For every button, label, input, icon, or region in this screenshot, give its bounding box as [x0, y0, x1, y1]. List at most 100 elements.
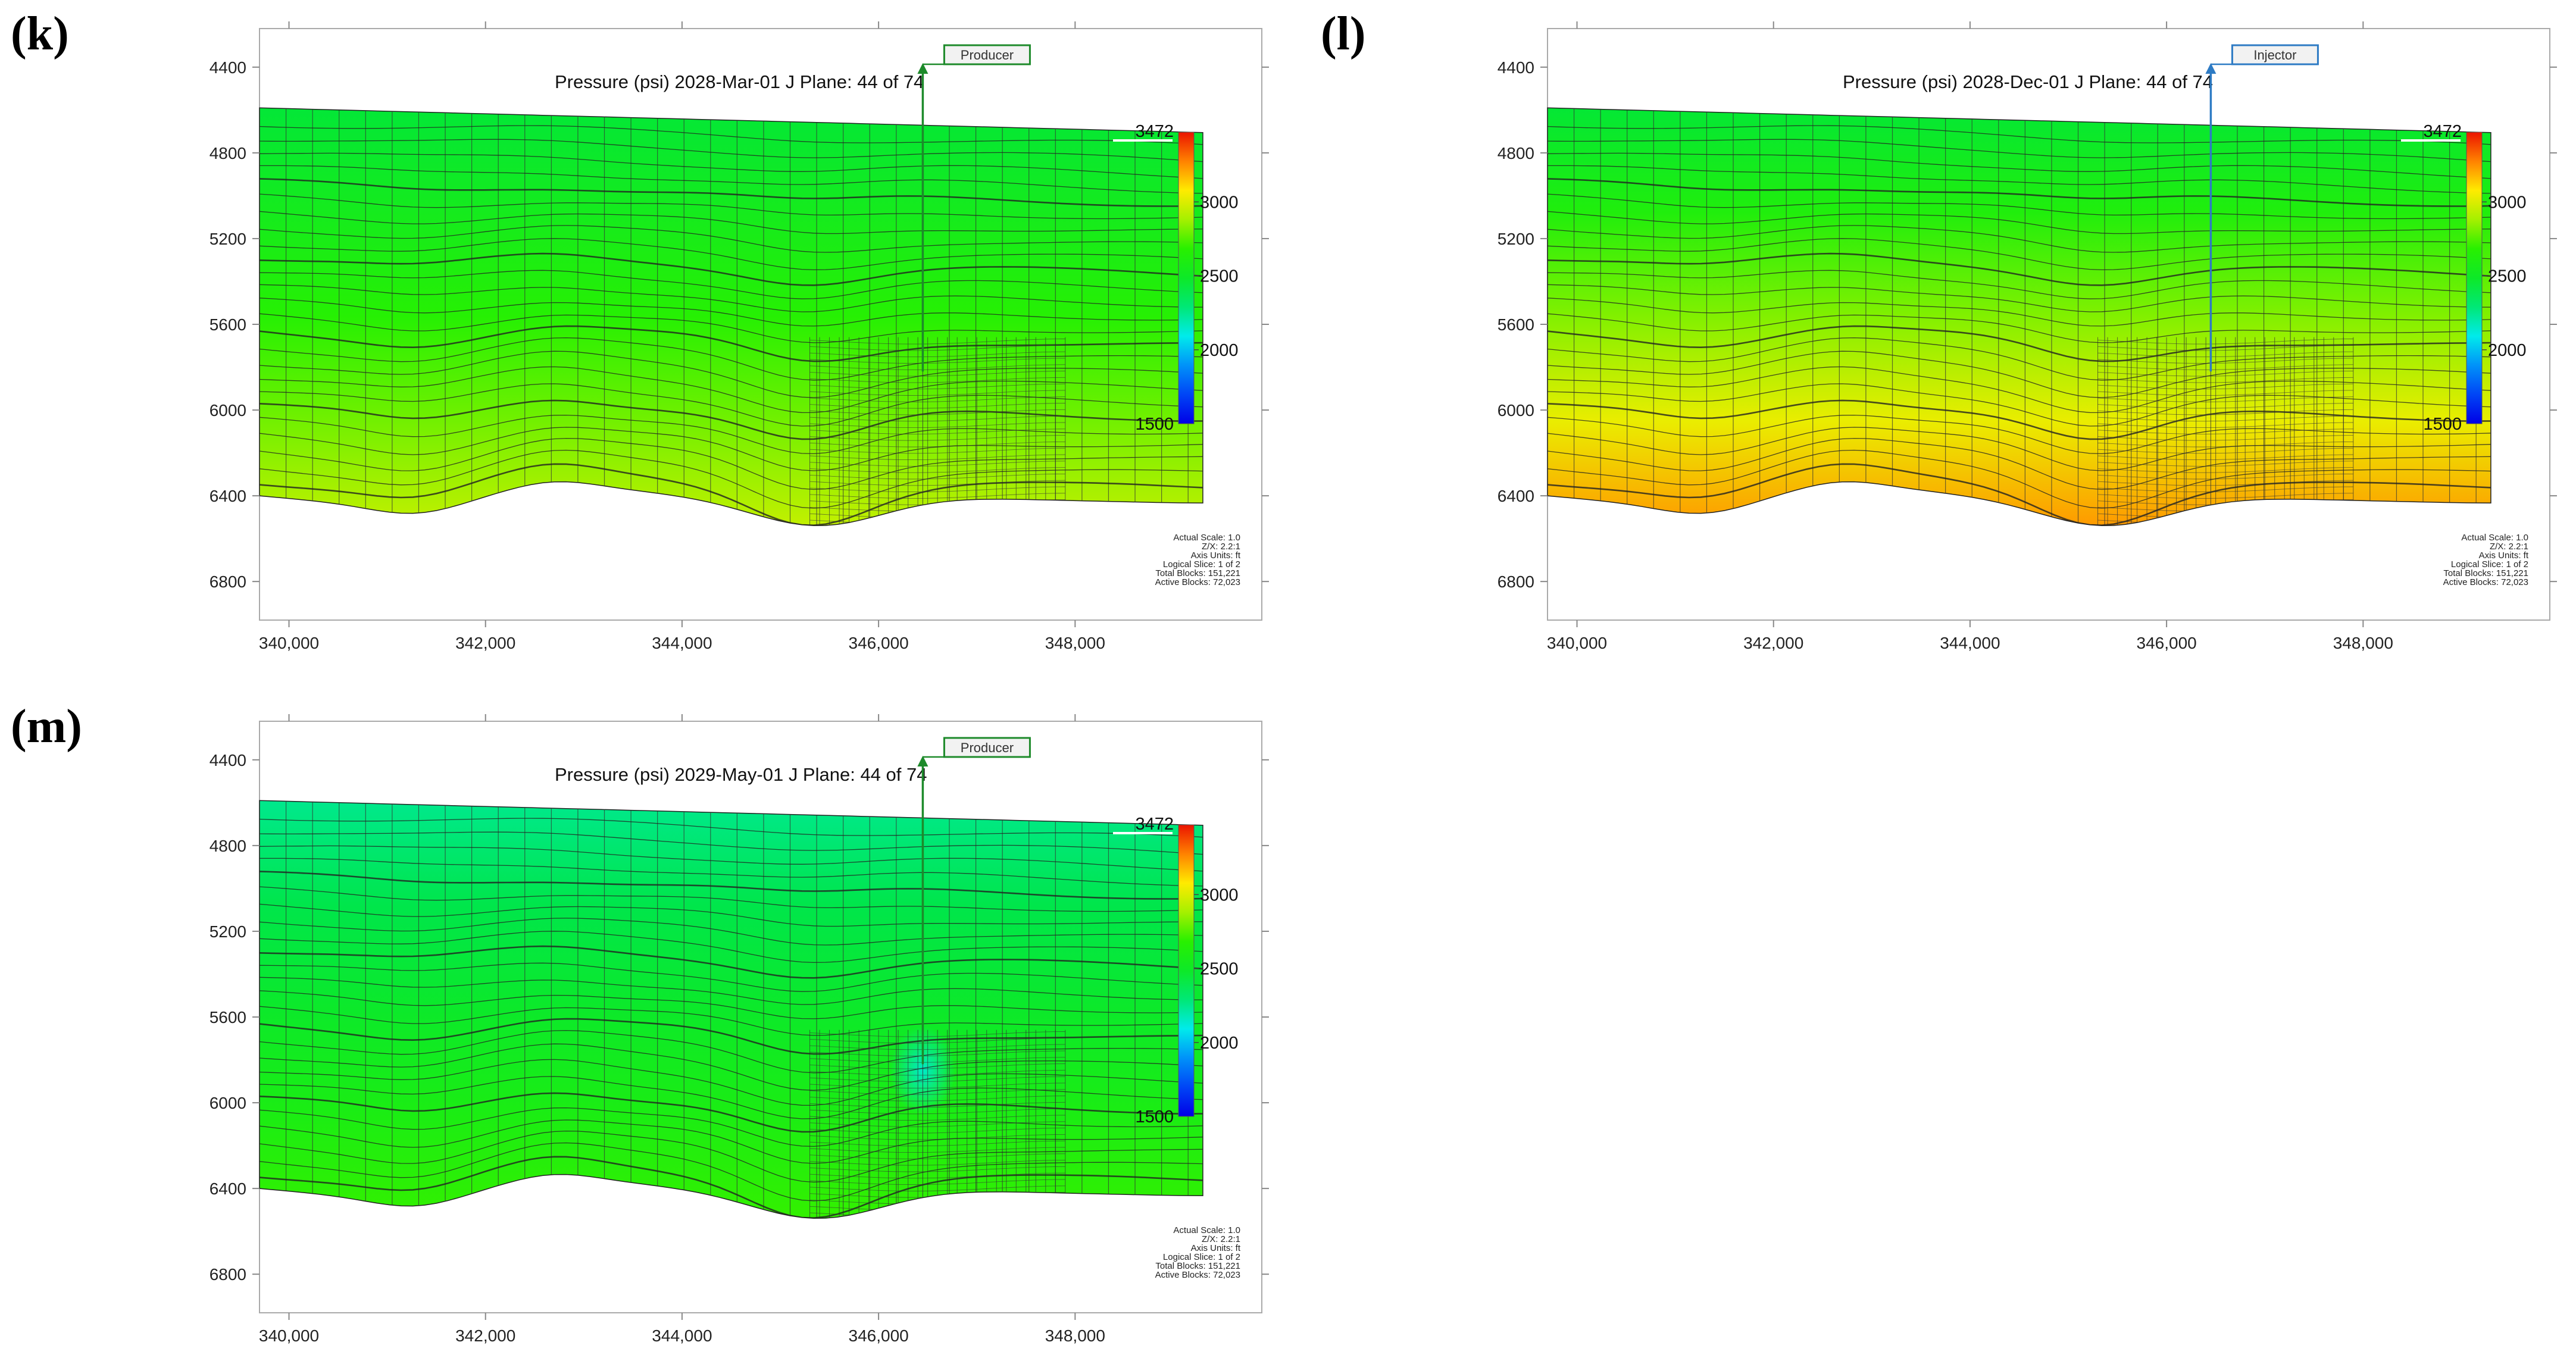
grid-fine-line: [2097, 403, 2353, 409]
well-label-box: [2231, 44, 2319, 65]
grid-layer-line: [260, 449, 1203, 509]
info-line: Axis Units: ft: [1191, 550, 1241, 561]
grid-layer-line: [260, 1018, 1203, 1055]
grid-layer-line: [260, 1076, 1203, 1119]
x-tick-label: 346,000: [849, 634, 909, 652]
grid-layer-line: [260, 399, 1203, 440]
info-line: Logical Slice: 1 of 2: [1163, 1252, 1240, 1262]
grid-fine-line: [809, 415, 1065, 422]
grid-fine-line: [809, 454, 1065, 461]
y-tick-label: 5600: [210, 1008, 246, 1027]
grid-fine-line: [809, 1082, 1065, 1089]
grid-layer-line: [260, 886, 1203, 912]
grid-fine-line: [2097, 461, 2353, 467]
grid-fine-line: [809, 1044, 1065, 1050]
grid-fine-line: [2097, 480, 2353, 486]
y-tick-label: 6400: [210, 1179, 246, 1198]
grid-fine-line: [809, 396, 1065, 402]
colorbar: [2466, 132, 2483, 424]
y-tick-label: 4800: [1498, 144, 1534, 162]
y-tick-label: 5200: [210, 230, 246, 248]
grid-layer-line: [260, 1107, 1203, 1147]
x-tick-label: 342,000: [455, 1326, 515, 1345]
grid-layer-line: [1548, 225, 2491, 253]
grid-fine-line: [809, 1185, 1065, 1191]
grid-layer-line: [260, 225, 1203, 253]
grid-fine-line: [2097, 454, 2353, 461]
colorbar-max-underline: [2401, 139, 2461, 142]
well-label: Producer: [961, 740, 1014, 755]
well-arrow-icon: [917, 63, 929, 74]
grid-layer-line: [260, 152, 1203, 179]
grid-fine-line: [2097, 486, 2353, 493]
grid-layer-line: [260, 125, 1203, 145]
grid-fine-line: [809, 435, 1065, 441]
panel-k: (k) 4400 4800 5200 5600 6000 6400 6800 340,000 3…: [0, 0, 1288, 678]
y-tick-label: 4400: [210, 58, 246, 77]
colorbar-tick-label: 3000: [2488, 193, 2527, 212]
colorbar-tick-label: 3000: [1200, 885, 1239, 905]
x-tick-label: 344,000: [652, 1326, 712, 1345]
grid-layer-line: [260, 1006, 1203, 1036]
grid-fine-line: [809, 1069, 1065, 1076]
colorbar-max-underline: [1113, 139, 1173, 142]
x-tick-label: 340,000: [1547, 634, 1607, 652]
grid-fine-line: [809, 1121, 1065, 1127]
well-label-box: [943, 737, 1031, 758]
grid-layer-line: [260, 238, 1203, 271]
grid-layer-line: [1548, 125, 2491, 145]
grid-fine-line: [809, 371, 1065, 377]
grid-layer-line: [1548, 325, 2491, 362]
grid-layer-line: [260, 1156, 1203, 1219]
grid-fine-line: [809, 448, 1065, 454]
y-tick-label: 5600: [1498, 315, 1534, 334]
colorbar-max-label: 3472: [1135, 122, 1174, 141]
grid-fine-line: [809, 1153, 1065, 1159]
info-line: Z/X: 2.2:1: [1202, 1234, 1240, 1244]
grid-layer-line: [1548, 414, 2491, 455]
x-tick-label: 344,000: [652, 634, 712, 652]
well-arrow-icon: [917, 756, 929, 766]
grid-fine-line: [809, 1050, 1065, 1056]
grid-layer-line: [1548, 270, 2491, 299]
info-line: Total Blocks: 151,221: [2443, 568, 2528, 578]
grid-fine-line: [2097, 435, 2353, 441]
grid-fine-line: [809, 1147, 1065, 1153]
grid-layer-line: [260, 252, 1203, 286]
grid-layer-line: [260, 193, 1203, 220]
grid-fine-line: [2097, 345, 2353, 351]
well-label-box: [943, 44, 1031, 65]
info-line: Axis Units: ft: [2479, 550, 2529, 561]
grid-layer-line: [260, 298, 1203, 327]
grid-fine-line: [809, 339, 1065, 345]
grid-layer-line: [1548, 313, 2491, 343]
grid-layer-line: [260, 945, 1203, 979]
well-arrow-icon: [2205, 63, 2217, 74]
grid-fine-line: [2097, 383, 2353, 390]
grid-fine-line: [2097, 473, 2353, 480]
y-tick-label: 6400: [210, 487, 246, 505]
grid-fine-line: [809, 1108, 1065, 1115]
grid-layer-line: [260, 366, 1203, 414]
grid-fine-line: [809, 1115, 1065, 1121]
info-line: Z/X: 2.2:1: [1202, 542, 1240, 552]
y-tick-label: 5600: [210, 315, 246, 334]
info-line: Total Blocks: 151,221: [1155, 1261, 1240, 1271]
x-tick-label: 348,000: [1045, 634, 1105, 652]
x-tick-label: 348,000: [1045, 1326, 1105, 1345]
x-tick-label: 344,000: [1940, 634, 2000, 652]
grid-fine-line: [809, 1166, 1065, 1172]
colorbar: [1178, 132, 1195, 424]
grid-fine-line: [809, 358, 1065, 364]
grid-fine-line: [2097, 441, 2353, 448]
grid-layer-line: [1548, 427, 2491, 471]
grid-layer-line: [260, 831, 1203, 855]
grid-layer-line: [1548, 178, 2491, 207]
grid-layer-line: [1548, 193, 2491, 220]
colorbar-tick-label: 2000: [1200, 341, 1239, 360]
chart-title: Pressure (psi) 2028-Dec-01 J Plane: 44 o…: [1843, 71, 2213, 92]
grid-fine-line: [809, 1134, 1065, 1140]
info-line: Logical Slice: 1 of 2: [2451, 559, 2528, 570]
grid-fine-line: [2097, 493, 2353, 499]
grid-layer-line: [1548, 449, 2491, 509]
